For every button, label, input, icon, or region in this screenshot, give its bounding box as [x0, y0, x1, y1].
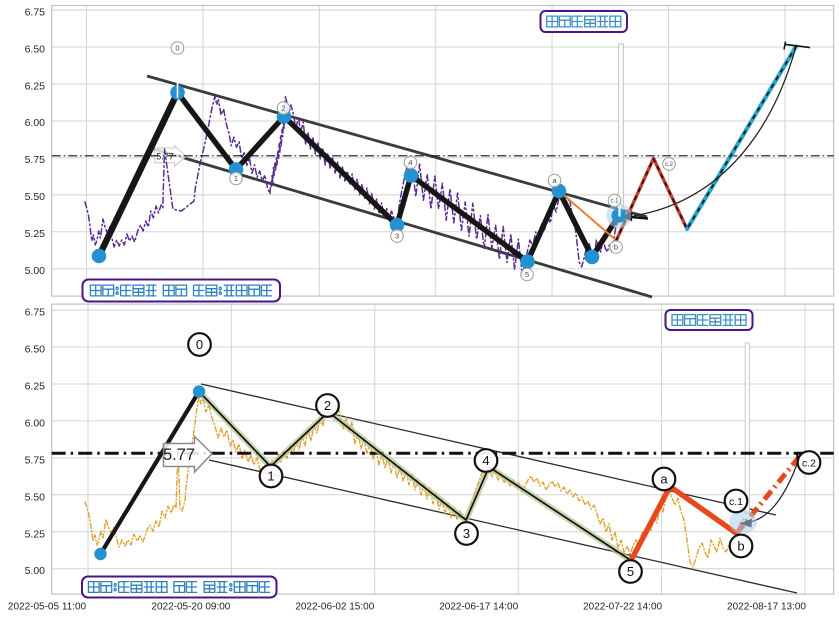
svg-text:4: 4: [408, 158, 412, 167]
svg-text:6.25: 6.25: [25, 80, 46, 92]
svg-text:0: 0: [175, 44, 179, 53]
svg-text:6.00: 6.00: [25, 117, 46, 129]
svg-text:c.1: c.1: [729, 496, 743, 508]
svg-text:2022-05-05 11:00: 2022-05-05 11:00: [8, 601, 87, 612]
svg-text:5.50: 5.50: [25, 191, 46, 203]
svg-text:5: 5: [627, 564, 634, 579]
svg-text:5.25: 5.25: [25, 228, 46, 240]
svg-text:2022-06-02 15:00: 2022-06-02 15:00: [295, 601, 374, 612]
svg-text:2022-06-17 14:00: 2022-06-17 14:00: [439, 601, 518, 612]
svg-text:2022-07-22 14:00: 2022-07-22 14:00: [583, 601, 662, 612]
svg-text:2022-05-20 09:00: 2022-05-20 09:00: [151, 601, 230, 612]
svg-text:5.25: 5.25: [25, 528, 46, 540]
svg-text:c.2: c.2: [665, 162, 674, 168]
svg-text:1: 1: [267, 469, 274, 484]
svg-text:a: a: [660, 472, 668, 487]
svg-text:2: 2: [281, 104, 285, 113]
svg-text:3: 3: [463, 526, 470, 541]
svg-text:5.50: 5.50: [25, 491, 46, 503]
svg-text:5.77: 5.77: [163, 446, 195, 464]
svg-text:0: 0: [196, 337, 203, 352]
svg-text:1: 1: [234, 174, 238, 183]
svg-text:c.1: c.1: [610, 199, 619, 205]
svg-text:6.75: 6.75: [25, 307, 46, 319]
svg-text:6.25: 6.25: [25, 381, 46, 393]
svg-text:c.2: c.2: [802, 457, 816, 469]
svg-text:b: b: [737, 539, 744, 554]
svg-text:5.75: 5.75: [25, 454, 46, 466]
svg-text:4: 4: [482, 453, 489, 468]
svg-text:6.75: 6.75: [25, 6, 46, 18]
svg-text:2: 2: [324, 398, 331, 413]
svg-text:5.00: 5.00: [25, 565, 46, 577]
svg-text:2022-08-17 13:00: 2022-08-17 13:00: [727, 601, 806, 612]
svg-text:5.75: 5.75: [25, 154, 46, 166]
svg-text:5: 5: [525, 270, 529, 279]
svg-text:6.50: 6.50: [25, 344, 46, 356]
svg-text:b: b: [614, 243, 618, 252]
svg-text:6.50: 6.50: [25, 43, 46, 55]
svg-text:3: 3: [395, 232, 399, 241]
svg-text:a: a: [552, 176, 557, 185]
svg-text:6.00: 6.00: [25, 418, 46, 430]
svg-text:5.00: 5.00: [25, 265, 46, 277]
